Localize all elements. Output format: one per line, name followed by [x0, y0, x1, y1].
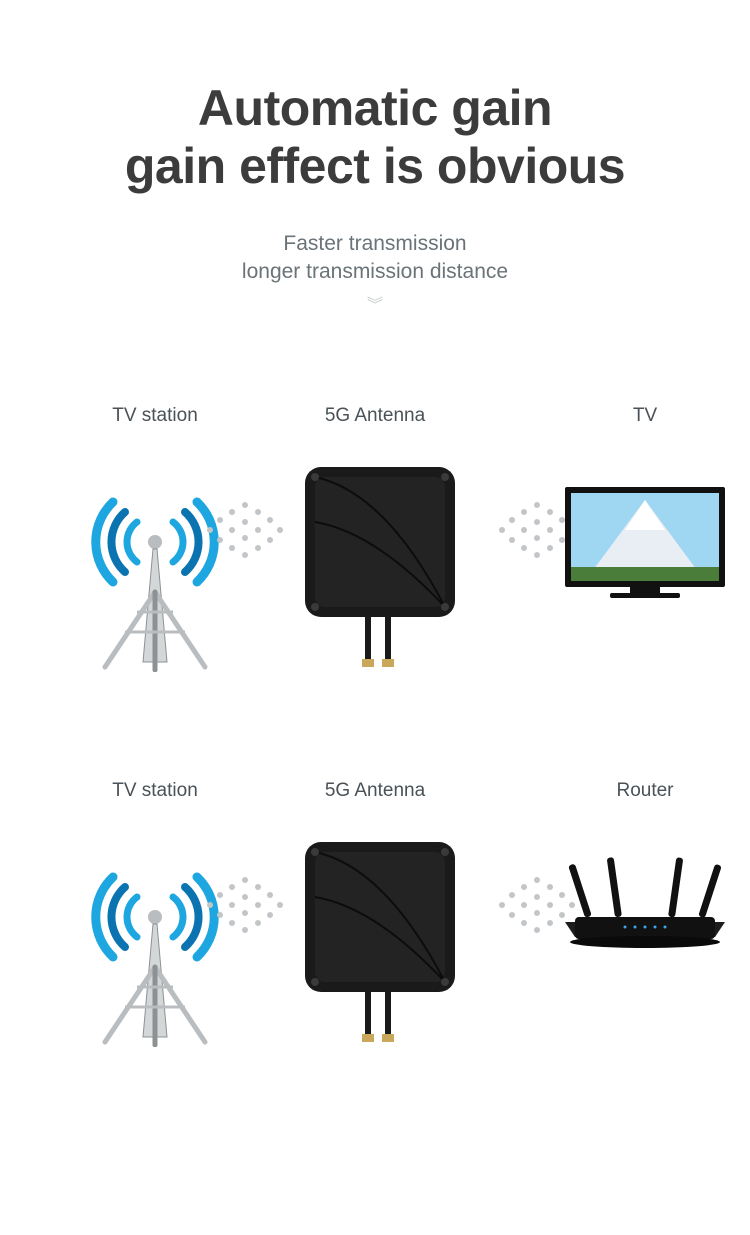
panel-antenna-icon	[285, 452, 465, 672]
tv-icon	[555, 452, 735, 672]
label-router: Router	[545, 780, 745, 802]
panel-antenna-icon	[285, 827, 465, 1047]
subheading: Faster transmission longer transmission …	[0, 230, 750, 287]
cell-5g-antenna: 5G Antenna	[275, 780, 475, 1047]
label-tv-station: TV station	[55, 405, 255, 427]
diagram-row-1: TV station	[0, 405, 750, 705]
diagram-row-2: TV station	[0, 780, 750, 1080]
cell-router: Router	[545, 780, 745, 1047]
label-tv-station: TV station	[55, 780, 255, 802]
headline: Automatic gain gain effect is obvious	[0, 80, 750, 195]
label-5g-antenna: 5G Antenna	[275, 405, 475, 427]
sub-line1: Faster transmission	[283, 232, 466, 255]
cell-tv: TV	[545, 405, 745, 672]
cell-5g-antenna: 5G Antenna	[275, 405, 475, 672]
label-tv: TV	[545, 405, 745, 427]
down-chevrons-icon: ︾	[0, 302, 750, 310]
headline-line1: Automatic gain	[198, 80, 552, 136]
headline-line2: gain effect is obvious	[125, 138, 625, 194]
sub-line2: longer transmission distance	[242, 260, 508, 283]
router-icon	[555, 827, 735, 1047]
label-5g-antenna: 5G Antenna	[275, 780, 475, 802]
